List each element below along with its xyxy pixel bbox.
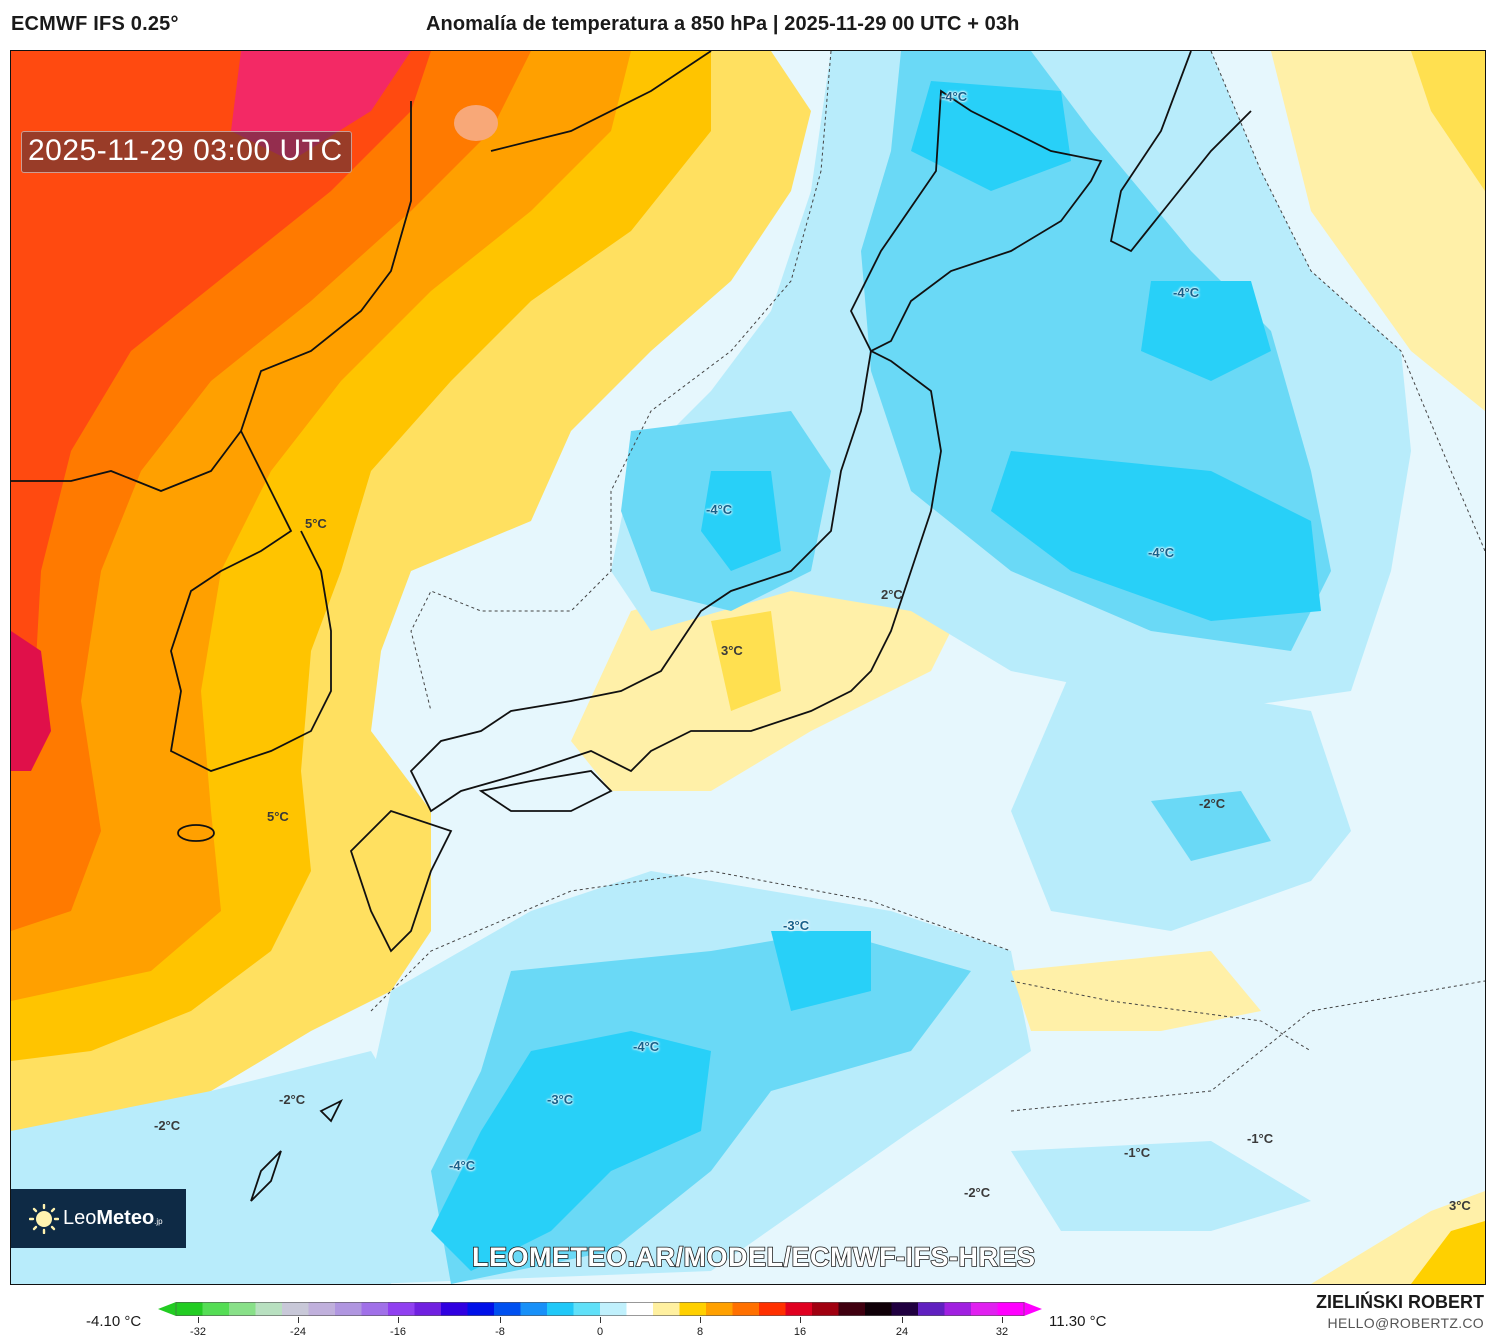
contour-label: -4°C (706, 502, 733, 517)
colorbar-tick (600, 1317, 601, 1323)
map-fill-layer (11, 51, 1485, 1284)
contour-label: -2°C (964, 1185, 991, 1200)
colorbar-tick-label: 24 (895, 1326, 909, 1338)
contour-label: -3°C (783, 918, 810, 933)
contour-label: 5°C (305, 516, 327, 531)
model-label: ECMWF IFS 0.25° (11, 13, 179, 35)
contour-label: -2°C (1199, 796, 1226, 811)
leometeo-logo[interactable]: LeoMeteo.jp (11, 1189, 186, 1248)
contour-label: 2°C (881, 587, 903, 602)
contour-label: -2°C (154, 1118, 181, 1133)
chart-title: Anomalía de temperatura a 850 hPa | 2025… (426, 13, 1020, 35)
contour-label: -1°C (1124, 1145, 1151, 1160)
sun-icon (28, 1203, 60, 1234)
colorbar-tick (398, 1317, 399, 1323)
temperature-anomaly-map: 2025-11-29 03:00 UTC -4°C -4°C -4°C -4°C… (10, 50, 1486, 1285)
colorbar-tick (800, 1317, 801, 1323)
contour-label: -4°C (449, 1158, 476, 1173)
colorbar-tick (902, 1317, 903, 1323)
colorbar-tick (500, 1317, 501, 1323)
logo-text: LeoMeteo.jp (63, 1207, 163, 1230)
contour-label: -1°C (1247, 1131, 1274, 1146)
contour-label: -3°C (547, 1092, 574, 1107)
logo-brand-bold: Meteo (96, 1207, 155, 1229)
colorbar-tick-label: 0 (596, 1326, 604, 1338)
contour-label: -4°C (1148, 545, 1175, 560)
colorbar-tick-label: -8 (495, 1326, 505, 1338)
colorbar-tick-label: -32 (190, 1326, 206, 1338)
colorbar-max-value: 11.30 °C (1049, 1313, 1107, 1330)
author-credit: ZIELIŃSKI ROBERT (1315, 1292, 1484, 1312)
colorbar-tick-label: 8 (696, 1326, 704, 1338)
colorbar-tick (1002, 1317, 1003, 1323)
logo-brand-light: Leo (63, 1207, 97, 1229)
colorbar-tick-label: -16 (390, 1326, 406, 1338)
author-email[interactable]: HELLO@ROBERTZ.CO (1327, 1315, 1484, 1331)
contour-label: -4°C (1173, 285, 1200, 300)
colorbar-tick (298, 1317, 299, 1323)
contour-label: -4°C (941, 89, 968, 104)
contour-label: 5°C (267, 809, 289, 824)
logo-suffix: .jp (154, 1217, 163, 1226)
colorbar-tick (198, 1317, 199, 1323)
contour-label: -4°C (633, 1039, 660, 1054)
contour-label: 3°C (721, 643, 743, 658)
colorbar-min-value: -4.10 °C (86, 1313, 142, 1330)
contour-label: -2°C (279, 1092, 306, 1107)
contour-label: 3°C (1449, 1198, 1471, 1213)
colorbar-tick-label: -24 (290, 1326, 306, 1338)
colorbar-tick-label: 16 (793, 1326, 807, 1338)
colorbar (158, 1302, 1042, 1316)
valid-time-badge: 2025-11-29 03:00 UTC (21, 131, 352, 173)
colorbar-tick-label: 32 (995, 1326, 1009, 1338)
source-url-watermark: LEOMETEO.AR/MODEL/ECMWF-IFS-HRES (471, 1241, 1036, 1273)
colorbar-tick (700, 1317, 701, 1323)
